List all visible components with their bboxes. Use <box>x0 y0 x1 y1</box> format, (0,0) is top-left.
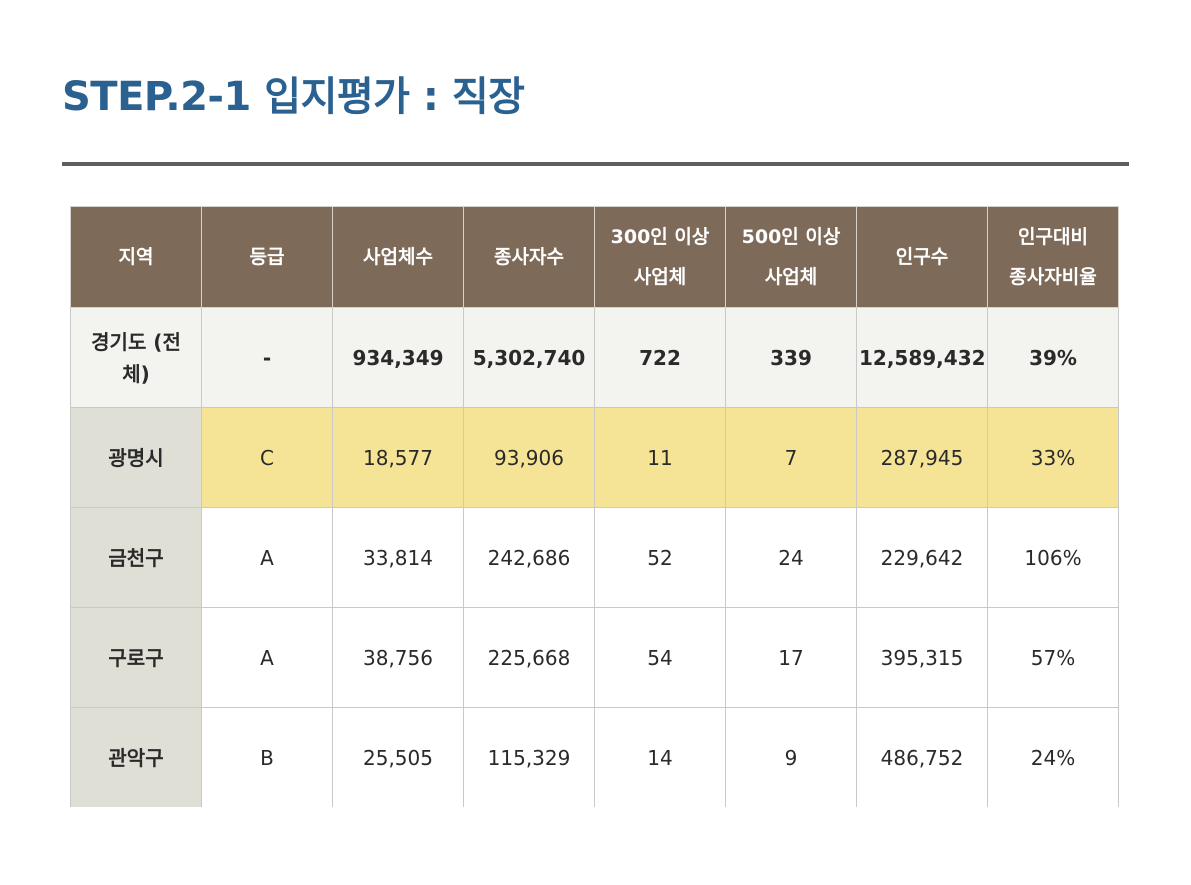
over-500-cell: 9 <box>725 707 857 807</box>
business-count-cell: 934,349 <box>332 307 464 408</box>
grade-cell: C <box>201 407 333 508</box>
header-grade-label: 등급 <box>249 246 285 268</box>
over-500-cell: 7 <box>725 407 857 508</box>
ratio-cell: 39% <box>987 307 1119 408</box>
population-cell: 486,752 <box>856 707 988 807</box>
grade-cell: A <box>201 607 333 708</box>
over-500-cell: 339 <box>725 307 857 408</box>
business-count-cell: 25,505 <box>332 707 464 807</box>
header-500-plus-line1: 500인 이상 <box>741 226 841 248</box>
header-500-plus-line2: 사업체 <box>764 266 818 288</box>
header-business-count-label: 사업체수 <box>363 246 433 268</box>
business-count-cell: 33,814 <box>332 507 464 608</box>
employee-count-cell: 115,329 <box>463 707 595 807</box>
region-cell: 구로구 <box>70 607 202 708</box>
region-label-line1: 경기도 (전 <box>91 329 181 354</box>
table-row-geumcheon: 금천구 A 33,814 242,686 52 24 229,642 106% <box>70 507 1119 608</box>
grade-cell: B <box>201 707 333 807</box>
region-cell: 금천구 <box>70 507 202 608</box>
population-cell: 229,642 <box>856 507 988 608</box>
header-region: 지역 <box>70 206 202 308</box>
table-row-guro: 구로구 A 38,756 225,668 54 17 395,315 57% <box>70 607 1119 708</box>
table-row-gwanak: 관악구 B 25,505 115,329 14 9 486,752 24% <box>70 707 1119 807</box>
header-population-label: 인구수 <box>895 246 949 268</box>
over-500-cell: 24 <box>725 507 857 608</box>
header-population: 인구수 <box>856 206 988 308</box>
title-divider <box>62 162 1129 166</box>
header-region-label: 지역 <box>118 246 154 268</box>
header-ratio-line2: 종사자비율 <box>1009 266 1097 288</box>
table-row-gwangmyeong: 광명시 C 18,577 93,906 11 7 287,945 33% <box>70 407 1119 508</box>
over-300-cell: 52 <box>594 507 726 608</box>
ratio-cell: 106% <box>987 507 1119 608</box>
business-count-cell: 18,577 <box>332 407 464 508</box>
employee-count-cell: 5,302,740 <box>463 307 595 408</box>
business-count-cell: 38,756 <box>332 607 464 708</box>
over-300-cell: 11 <box>594 407 726 508</box>
over-500-cell: 17 <box>725 607 857 708</box>
population-cell: 287,945 <box>856 407 988 508</box>
header-ratio-line1: 인구대비 <box>1018 226 1088 248</box>
header-300-plus-line1: 300인 이상 <box>610 226 710 248</box>
page-title: STEP.2-1 입지평가 : 직장 <box>62 74 525 120</box>
header-employee-count: 종사자수 <box>463 206 595 308</box>
header-grade: 등급 <box>201 206 333 308</box>
population-cell: 395,315 <box>856 607 988 708</box>
employee-count-cell: 225,668 <box>463 607 595 708</box>
ratio-cell: 57% <box>987 607 1119 708</box>
region-cell: 관악구 <box>70 707 202 807</box>
over-300-cell: 14 <box>594 707 726 807</box>
grade-cell: - <box>201 307 333 408</box>
header-300-plus-line2: 사업체 <box>633 266 687 288</box>
header-employee-count-label: 종사자수 <box>494 246 564 268</box>
region-label-line2: 체) <box>122 361 150 386</box>
employee-count-cell: 242,686 <box>463 507 595 608</box>
ratio-cell: 24% <box>987 707 1119 807</box>
employee-count-cell: 93,906 <box>463 407 595 508</box>
over-300-cell: 54 <box>594 607 726 708</box>
over-300-cell: 722 <box>594 307 726 408</box>
header-business-count: 사업체수 <box>332 206 464 308</box>
region-cell: 광명시 <box>70 407 202 508</box>
ratio-cell: 33% <box>987 407 1119 508</box>
grade-cell: A <box>201 507 333 608</box>
population-cell: 12,589,432 <box>856 307 988 408</box>
